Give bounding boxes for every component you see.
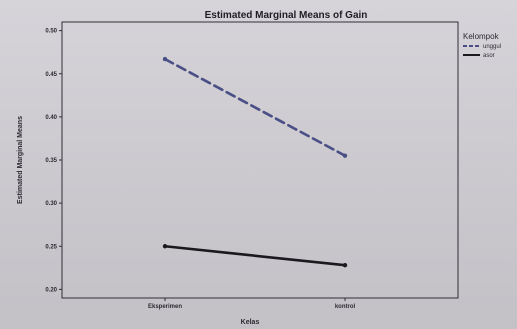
y-tick-label: 0.20 (45, 287, 57, 293)
y-tick-label: 0.40 (45, 115, 57, 121)
y-tick-label: 0.35 (45, 158, 57, 164)
series-lines (162, 56, 348, 268)
x-tick-label: kontrol (335, 304, 356, 310)
x-tick-label: Eksperimen (148, 304, 182, 310)
legend: Kelompok unggul asor (463, 32, 501, 59)
y-axis-label: Estimated Marginal Means (17, 116, 24, 204)
legend-title: Kelompok (463, 32, 500, 41)
x-axis-label: Kelas (241, 319, 260, 326)
data-point-unggul-0 (162, 56, 168, 62)
data-point-unggul-1 (342, 153, 348, 158)
series-line-unggul (163, 57, 347, 157)
data-point-asor-0 (162, 244, 168, 249)
y-axis: 0.50 0.45 0.40 0.35 0.30 0.25 0.20 (45, 29, 62, 293)
y-tick-label: 0.45 (45, 72, 57, 78)
y-tick-label: 0.50 (45, 29, 57, 35)
data-point-asor-1 (342, 263, 348, 268)
y-tick-label: 0.25 (45, 244, 57, 250)
x-axis: Eksperimen kontrol (148, 298, 356, 310)
series-line-asor (163, 244, 347, 267)
legend-entry-asor: asor (483, 53, 495, 59)
legend-entry-unggul: unggul (483, 44, 501, 50)
y-tick-label: 0.30 (45, 201, 57, 207)
chart-title: Estimated Marginal Means of Gain (205, 10, 368, 21)
